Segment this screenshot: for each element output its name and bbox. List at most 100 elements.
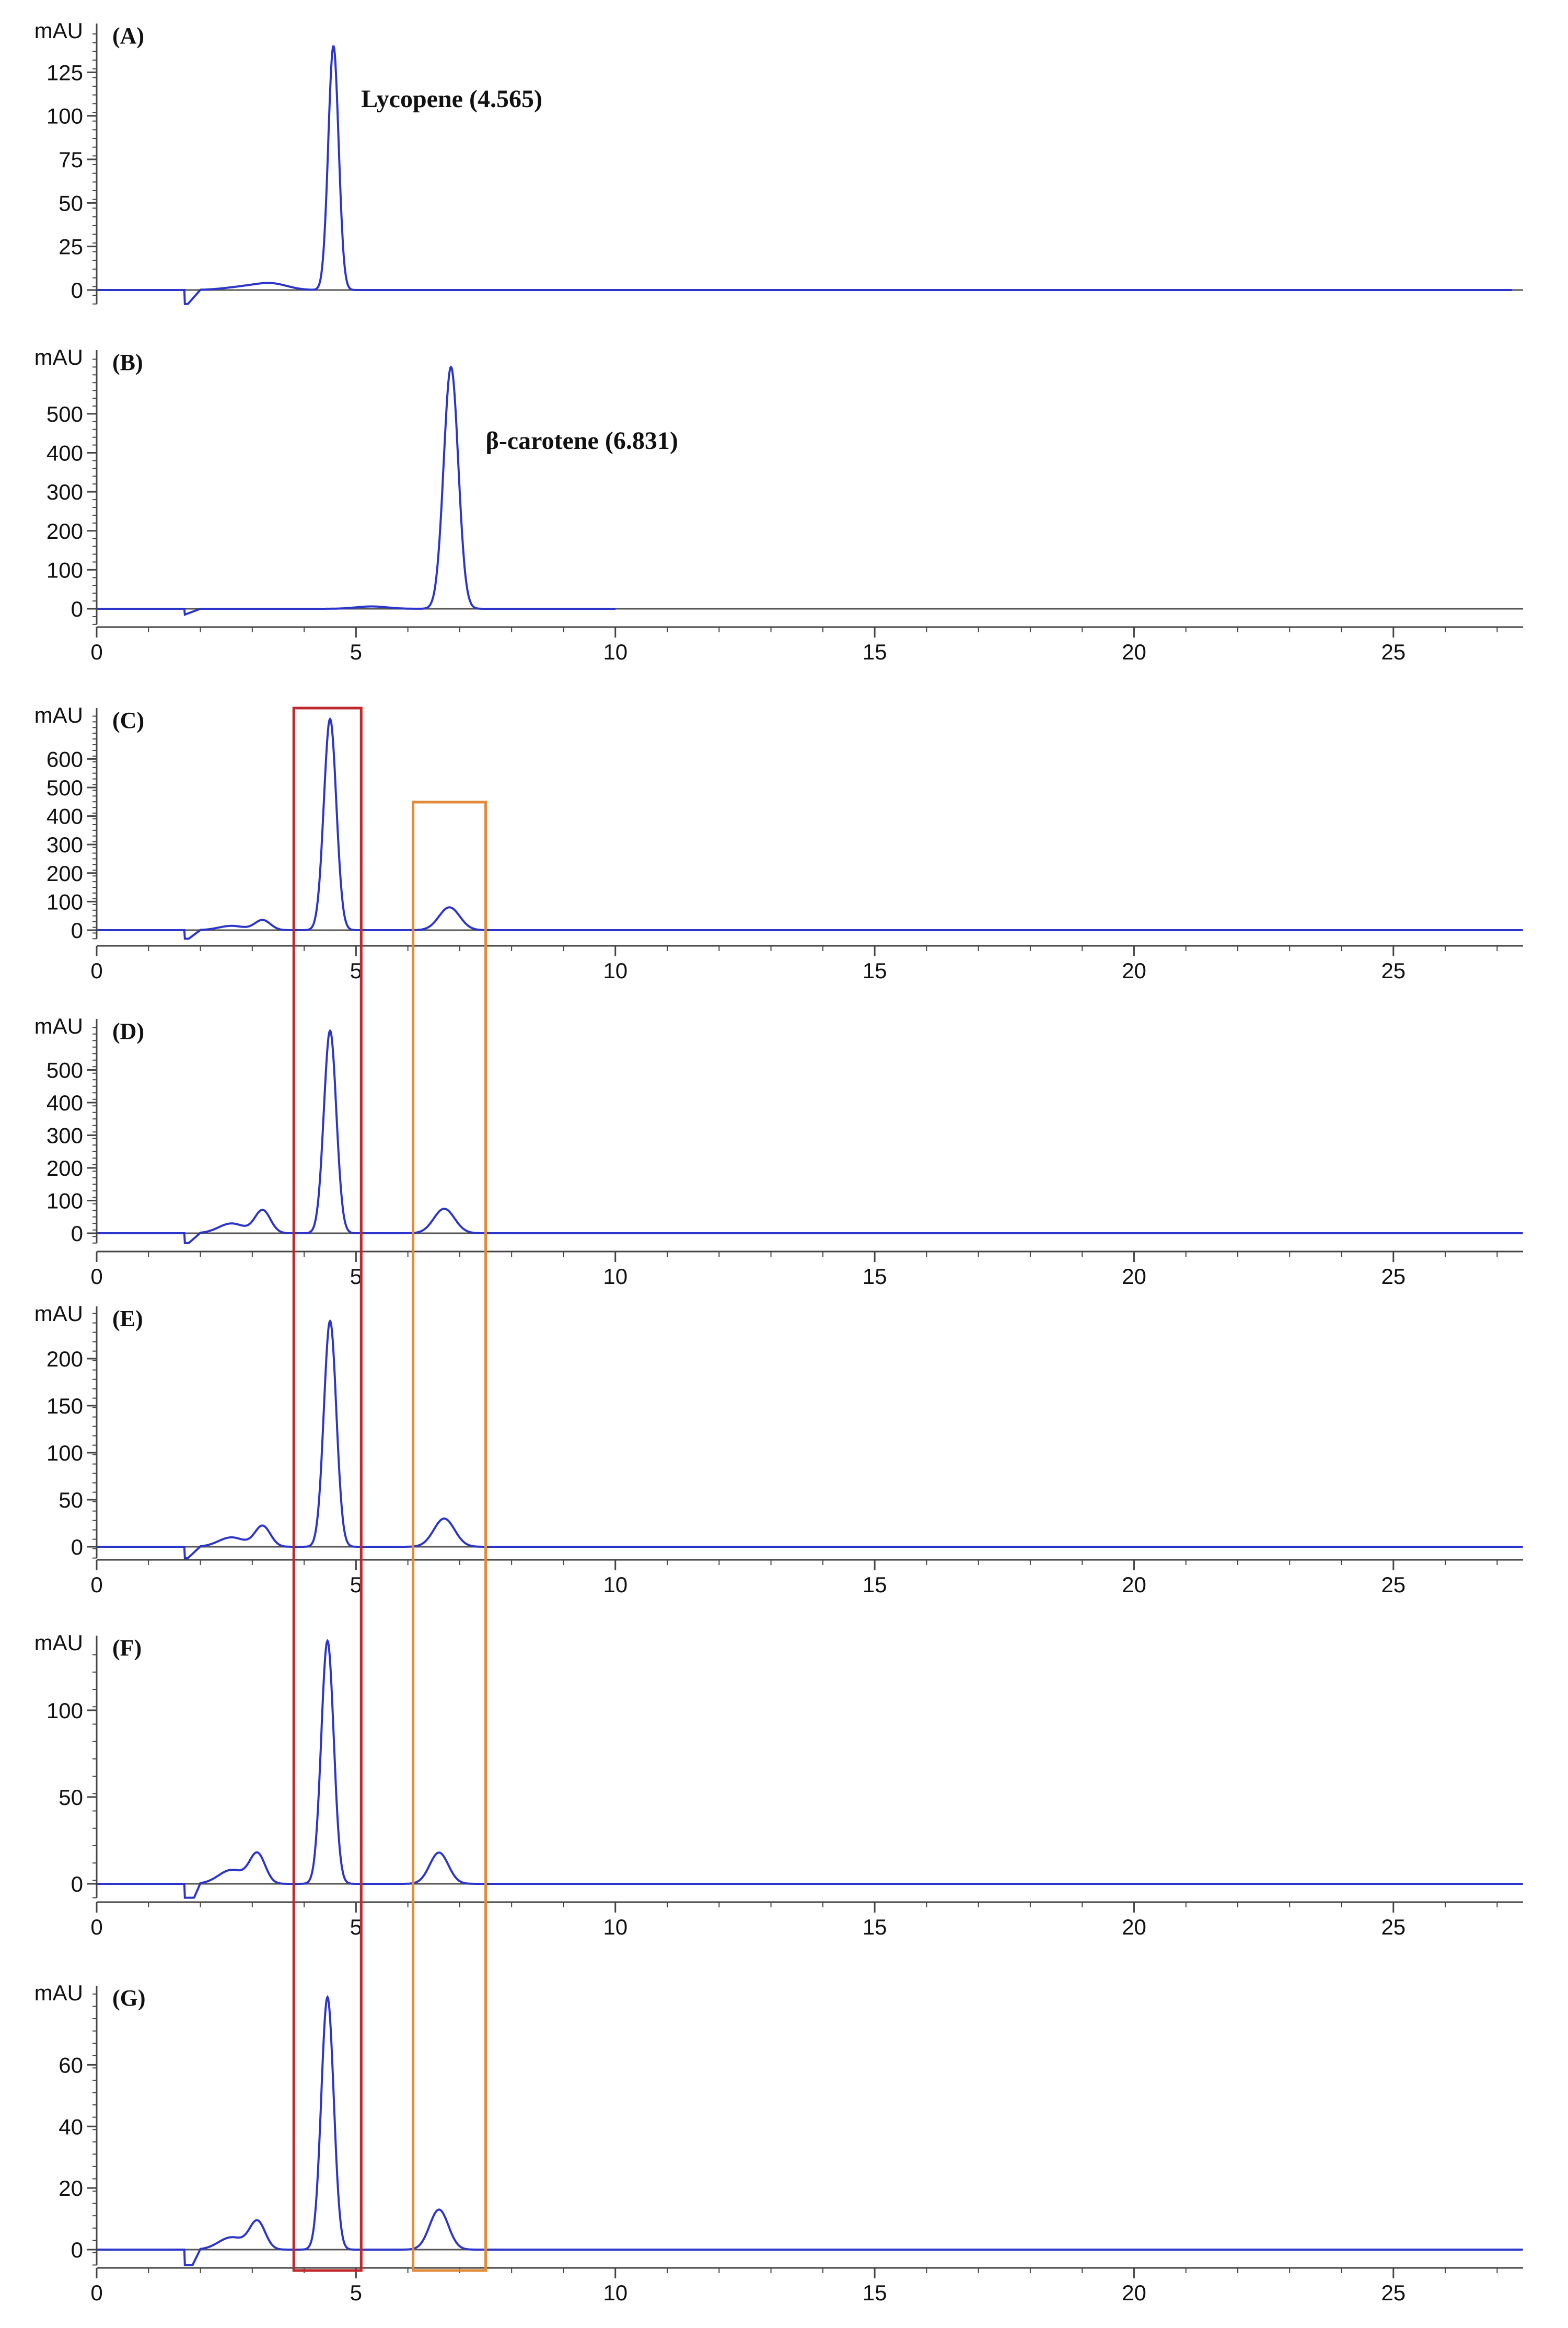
y-tick-label: 0 bbox=[71, 1872, 83, 1896]
panel-e: 0 50 100 150 200 mAU (E) 0 5 10 15 20 25 bbox=[34, 1301, 1523, 1597]
y-axis-label: mAU bbox=[34, 1980, 83, 2005]
x-tick-label: 0 bbox=[90, 640, 102, 664]
y-axis-label: mAU bbox=[34, 1630, 83, 1655]
x-tick-label: 10 bbox=[603, 1572, 628, 1597]
x-tick-label: 5 bbox=[350, 1915, 362, 1939]
x-tick-label: 20 bbox=[1122, 2280, 1146, 2305]
panel-g: 0 20 40 60 mAU (G) 0 5 10 15 20 25 bbox=[34, 1980, 1523, 2305]
y-axis-label: mAU bbox=[34, 1301, 83, 1326]
y-tick-label: 0 bbox=[71, 597, 83, 621]
y-tick-label: 60 bbox=[59, 2053, 83, 2077]
chromatogram-trace bbox=[97, 1995, 1523, 2266]
y-tick-label: 50 bbox=[59, 191, 83, 215]
x-tick-label: 10 bbox=[603, 1915, 628, 1939]
x-tick-label: 20 bbox=[1122, 958, 1146, 983]
panel-label: (G) bbox=[112, 1985, 146, 2011]
x-tick-label: 0 bbox=[90, 958, 102, 983]
x-tick-label: 10 bbox=[603, 1264, 628, 1289]
panel-label: (D) bbox=[112, 1018, 144, 1044]
y-tick-label: 300 bbox=[47, 480, 83, 504]
y-tick-label: 100 bbox=[47, 1189, 83, 1213]
chromatogram-trace bbox=[97, 1029, 1523, 1244]
x-tick-label: 0 bbox=[90, 2280, 102, 2305]
x-tick-label: 25 bbox=[1381, 2280, 1406, 2305]
y-tick-label: 500 bbox=[47, 1058, 83, 1083]
y-tick-label: 0 bbox=[71, 278, 83, 303]
y-tick-label: 125 bbox=[47, 60, 83, 85]
x-tick-label: 20 bbox=[1122, 1264, 1146, 1289]
x-tick-label: 25 bbox=[1381, 1264, 1406, 1289]
panel-a: 0 25 50 75 100 125 mAU (A) Lycopene (4.565) bbox=[34, 18, 1523, 305]
y-tick-label: 0 bbox=[71, 2238, 83, 2262]
x-tick-label: 25 bbox=[1381, 958, 1406, 983]
bcarotene-window-box bbox=[412, 801, 487, 2272]
panel-label: (B) bbox=[112, 350, 143, 375]
x-tick-label: 5 bbox=[350, 1264, 362, 1289]
y-tick-label: 100 bbox=[47, 1441, 83, 1465]
y-tick-label: 200 bbox=[47, 1347, 83, 1371]
x-tick-label: 5 bbox=[350, 2280, 362, 2305]
x-tick-label: 15 bbox=[863, 958, 887, 983]
y-axis-label: mAU bbox=[34, 703, 83, 727]
y-axis-label: mAU bbox=[34, 345, 83, 369]
y-tick-label: 25 bbox=[59, 235, 83, 259]
x-tick-label: 25 bbox=[1381, 1915, 1406, 1939]
x-tick-label: 25 bbox=[1381, 640, 1406, 664]
x-tick-label: 10 bbox=[603, 958, 628, 983]
y-tick-label: 0 bbox=[71, 918, 83, 943]
y-tick-label: 400 bbox=[47, 441, 83, 466]
x-tick-label: 15 bbox=[863, 2280, 887, 2305]
peak-annotation: β-carotene (6.831) bbox=[486, 427, 678, 455]
x-tick-label: 10 bbox=[603, 2280, 628, 2305]
chromatogram-trace bbox=[97, 365, 615, 617]
y-tick-label: 0 bbox=[71, 1535, 83, 1559]
y-tick-label: 200 bbox=[47, 1156, 83, 1180]
chromatogram-trace bbox=[97, 1319, 1523, 1559]
lycopene-window-box bbox=[292, 706, 363, 2272]
panel-f: 0 50 100 mAU (F) 0 5 10 15 20 25 bbox=[34, 1630, 1523, 1939]
x-tick-label: 15 bbox=[863, 1572, 887, 1597]
y-axis-label: mAU bbox=[34, 18, 83, 43]
y-tick-label: 75 bbox=[59, 147, 83, 172]
y-tick-label: 150 bbox=[47, 1394, 83, 1418]
panel-label: (F) bbox=[112, 1635, 142, 1661]
y-tick-label: 500 bbox=[47, 402, 83, 426]
y-tick-label: 600 bbox=[47, 747, 83, 771]
chromatogram-trace bbox=[97, 45, 1513, 305]
y-tick-label: 500 bbox=[47, 775, 83, 800]
panel-label: (C) bbox=[112, 708, 144, 733]
x-tick-label: 0 bbox=[90, 1264, 102, 1289]
x-tick-label: 20 bbox=[1122, 1572, 1146, 1597]
x-tick-label: 5 bbox=[350, 640, 362, 664]
y-tick-label: 300 bbox=[47, 832, 83, 857]
y-tick-label: 100 bbox=[47, 558, 83, 582]
x-tick-label: 15 bbox=[863, 1264, 887, 1289]
y-tick-label: 200 bbox=[47, 519, 83, 543]
panel-c: 0 100 200 300 400 500 600 mAU (C) 0 5 10 15 20 25 bbox=[34, 703, 1523, 983]
y-tick-label: 100 bbox=[47, 889, 83, 914]
x-tick-label: 20 bbox=[1122, 1915, 1146, 1939]
y-tick-label: 100 bbox=[47, 1698, 83, 1723]
x-tick-label: 15 bbox=[863, 640, 887, 664]
x-tick-label: 10 bbox=[603, 640, 628, 664]
peak-annotation: Lycopene (4.565) bbox=[361, 85, 542, 113]
x-tick-label: 15 bbox=[863, 1915, 887, 1939]
y-tick-label: 50 bbox=[59, 1785, 83, 1810]
panel-d: 0 100 200 300 400 500 mAU (D) 0 5 10 15 20 25 bbox=[34, 1014, 1523, 1289]
x-tick-label: 20 bbox=[1122, 640, 1146, 664]
y-tick-label: 200 bbox=[47, 861, 83, 886]
x-tick-label: 0 bbox=[90, 1915, 102, 1939]
y-axis-label: mAU bbox=[34, 1014, 83, 1038]
x-tick-label: 25 bbox=[1381, 1572, 1406, 1597]
x-tick-label: 0 bbox=[90, 1572, 102, 1597]
y-tick-label: 400 bbox=[47, 804, 83, 829]
chromatogram-trace bbox=[97, 1639, 1523, 1899]
panel-label: (A) bbox=[112, 23, 144, 49]
y-tick-label: 40 bbox=[59, 2114, 83, 2139]
y-tick-label: 50 bbox=[59, 1488, 83, 1512]
y-tick-label: 100 bbox=[47, 104, 83, 129]
y-tick-label: 20 bbox=[59, 2176, 83, 2200]
chromatogram-trace bbox=[97, 717, 1523, 940]
